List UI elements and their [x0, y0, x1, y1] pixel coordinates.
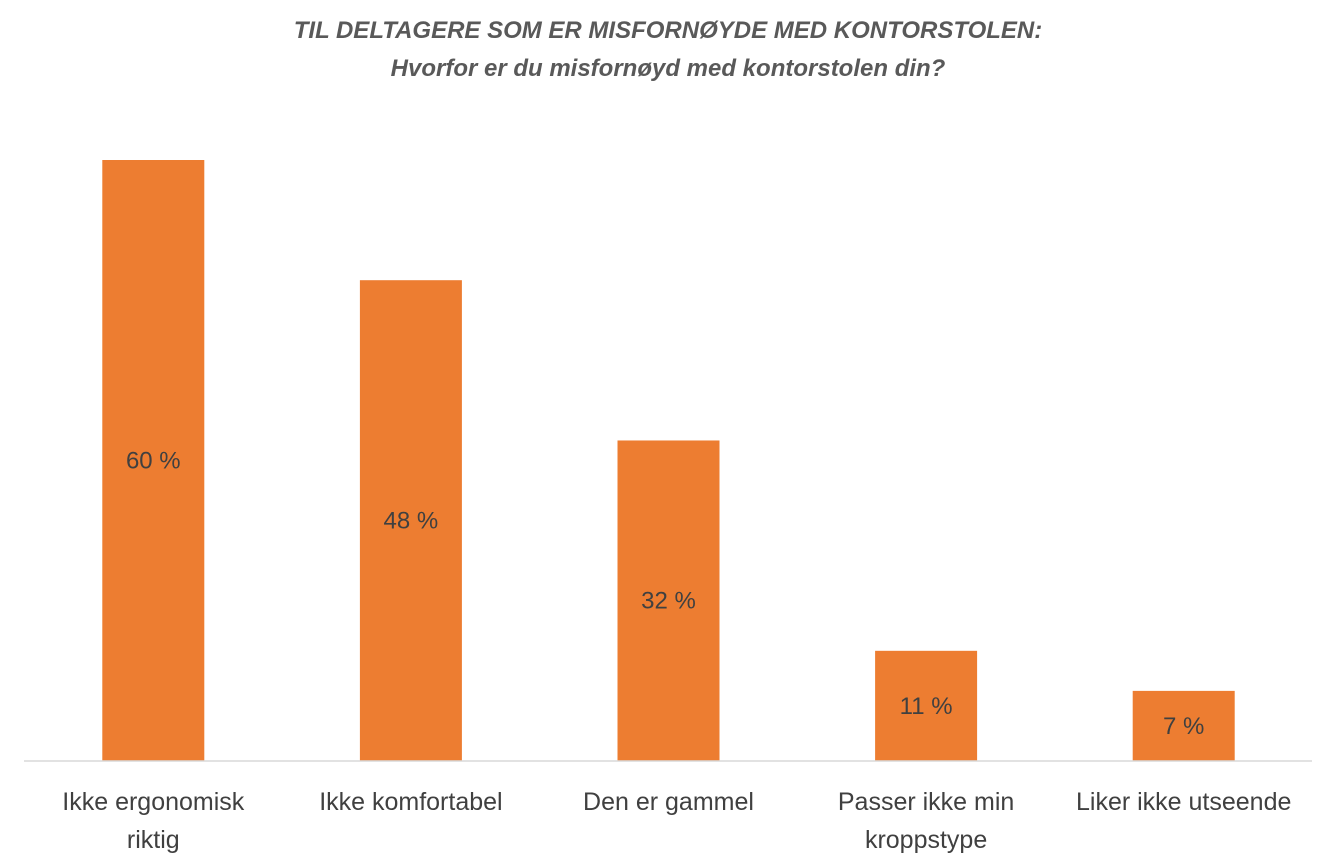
category-label: kroppstype	[865, 826, 987, 854]
data-label: 60 %	[126, 448, 181, 475]
data-label: 48 %	[384, 508, 439, 535]
bar	[875, 650, 978, 761]
category-label: Den er gammel	[583, 788, 754, 816]
category-label: Ikke ergonomisk	[62, 788, 245, 816]
chart-subtitle: Hvorfor er du misfornøyd med kontorstole…	[391, 55, 946, 82]
category-label: riktig	[127, 826, 180, 854]
category-label: Ikke komfortabel	[319, 788, 502, 816]
bar	[102, 160, 205, 761]
bar	[617, 440, 720, 761]
category-label: Liker ikke utseende	[1076, 788, 1291, 816]
data-label: 7 %	[1163, 713, 1204, 740]
data-label: 32 %	[641, 588, 696, 615]
bar	[1132, 690, 1235, 761]
bar	[359, 280, 462, 761]
data-label: 11 %	[900, 693, 953, 720]
category-label: Passer ikke min	[838, 788, 1014, 816]
chart-title: TIL DELTAGERE SOM ER MISFORNØYDE MED KON…	[294, 17, 1042, 44]
